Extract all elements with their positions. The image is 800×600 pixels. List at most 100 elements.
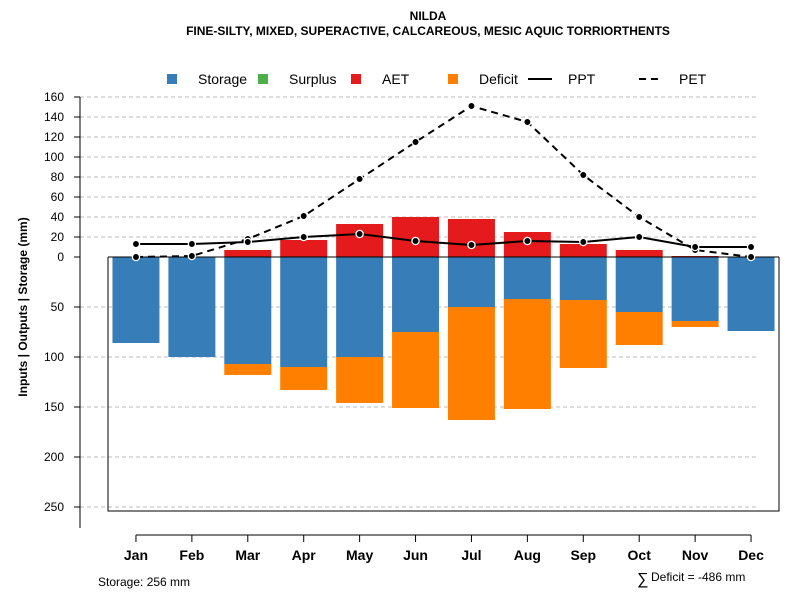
legend-swatch: [167, 74, 177, 84]
deficit-bar: [280, 367, 328, 390]
lower-box: [107, 257, 780, 512]
y-tick-label: 160: [44, 90, 64, 104]
y-tick-label: 120: [44, 130, 64, 144]
x-tick-label: Oct: [628, 547, 652, 563]
storage-bar: [447, 257, 495, 307]
aet-bar: [615, 250, 663, 257]
legend-label: Storage: [198, 71, 247, 87]
y-tick-label: 0: [57, 250, 64, 264]
y-axis-label: Inputs | Outputs | Storage (mm): [16, 217, 30, 396]
ppt-point: [579, 237, 588, 247]
deficit-symbol: ∑: [637, 571, 648, 588]
legend-label: PPT: [568, 71, 596, 87]
legend-label: PET: [679, 71, 707, 87]
pet-point: [355, 174, 364, 184]
pet-point: [299, 211, 308, 221]
ppt-point: [355, 229, 364, 239]
axes: 0 20 40 60 80 100 120 140 160 50 100 150 200 250 Jan Fe…: [44, 90, 764, 563]
storage-bar: [559, 257, 607, 300]
y-tick-label: 100: [44, 350, 64, 364]
pet-point: [746, 252, 756, 262]
ppt-point: [634, 232, 644, 242]
aet-bar: [336, 224, 384, 257]
storage-bar: [224, 257, 272, 364]
ppt-point: [746, 242, 756, 252]
ppt-point: [523, 236, 532, 246]
deficit-bar: [559, 300, 607, 368]
x-tick-label: Feb: [179, 547, 204, 563]
y-tick-label: 150: [44, 400, 64, 414]
deficit-bar: [392, 332, 440, 408]
storage-note: Storage: 256 mm: [98, 575, 190, 589]
pet-point: [131, 252, 141, 262]
storage-bar: [280, 257, 328, 367]
x-tick-label: Mar: [235, 547, 260, 563]
x-tick-label: Aug: [514, 547, 541, 563]
chart-title: NILDA: [410, 9, 447, 23]
legend-label: AET: [382, 71, 410, 87]
bars: [112, 217, 775, 420]
ppt-point: [690, 242, 700, 252]
chart-subtitle: FINE-SILTY, MIXED, SUPERACTIVE, CALCAREO…: [186, 24, 670, 38]
storage-bar: [615, 257, 663, 312]
y-tick-label: 40: [51, 210, 65, 224]
x-tick-label: Nov: [682, 547, 709, 563]
y-tick-label: 50: [51, 300, 65, 314]
x-tick-label: May: [346, 547, 373, 563]
deficit-bar: [615, 312, 663, 345]
x-tick-label: Jan: [124, 547, 148, 563]
deficit-bar: [224, 364, 272, 375]
ppt-line: [135, 232, 752, 248]
legend-swatch: [258, 74, 268, 84]
storage-bar: [392, 257, 440, 332]
ppt-point: [299, 232, 308, 242]
ppt-point: [411, 236, 420, 246]
pet-point: [467, 101, 476, 111]
y-tick-label: 140: [44, 110, 64, 124]
storage-bar: [727, 257, 775, 331]
storage-bar: [671, 257, 719, 321]
pet-point: [411, 137, 420, 147]
x-tick-label: Jun: [403, 547, 428, 563]
ppt-point: [243, 237, 253, 247]
x-tick-label: Apr: [292, 547, 317, 563]
x-tick-label: Sep: [570, 547, 596, 563]
y-tick-label: 200: [44, 450, 64, 464]
legend-label: Surplus: [289, 71, 336, 87]
legend: Storage Surplus AET Deficit PPT PET: [167, 71, 707, 87]
y-tick-label: 100: [44, 150, 64, 164]
x-tick-label: Dec: [738, 547, 764, 563]
aet-bar: [447, 219, 495, 257]
y-tick-label: 60: [51, 190, 65, 204]
deficit-bar: [447, 307, 495, 420]
pet-point: [523, 117, 532, 127]
storage-bar: [336, 257, 384, 357]
x-tick-label: Jul: [461, 547, 481, 563]
series-lines: [131, 101, 756, 262]
storage-bar: [112, 257, 160, 343]
deficit-bar: [336, 357, 384, 403]
pet-point: [187, 251, 197, 261]
legend-swatch: [448, 74, 458, 84]
aet-bar: [280, 240, 328, 257]
pet-point: [579, 170, 588, 180]
aet-bar: [224, 250, 272, 257]
plot-frame: [107, 256, 780, 512]
deficit-bar: [503, 299, 551, 409]
y-tick-label: 250: [44, 500, 64, 514]
pet-point: [634, 212, 644, 222]
ppt-point: [187, 239, 197, 249]
ppt-point: [467, 240, 476, 250]
deficit-note: Deficit = -486 mm: [651, 570, 745, 584]
storage-bar: [168, 257, 216, 357]
pet-line: [135, 104, 752, 258]
storage-bar: [503, 257, 551, 299]
deficit-bar: [671, 321, 719, 327]
legend-swatch: [351, 74, 361, 84]
y-tick-label: 80: [51, 170, 65, 184]
ppt-point: [131, 239, 141, 249]
aet-bar: [559, 244, 607, 257]
y-tick-label: 20: [51, 230, 65, 244]
legend-label: Deficit: [479, 71, 518, 87]
